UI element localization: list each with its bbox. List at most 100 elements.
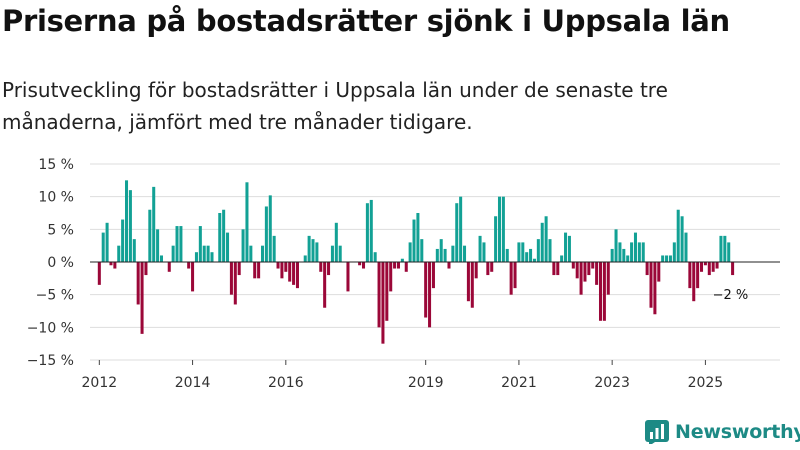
bar-2013-07 (167, 262, 171, 272)
bar-2022-12 (606, 262, 610, 295)
bar-2014-11 (229, 262, 233, 295)
y-tick-label: 5 % (47, 222, 74, 238)
bar-2019-05 (439, 239, 443, 262)
bar-2021-12 (560, 255, 564, 262)
bar-2012-05 (113, 262, 117, 269)
bar-2017-12 (373, 252, 377, 262)
gridlines (90, 163, 780, 361)
bar-2014-04 (202, 245, 206, 262)
last-value-label: −2 % (713, 288, 749, 303)
bar-2013-09 (175, 226, 179, 262)
bar-2021-09 (548, 239, 552, 262)
bar-2024-05 (672, 242, 676, 262)
bar-2024-04 (668, 255, 672, 262)
bar-2016-12 (327, 262, 331, 276)
bar-2016-09 (315, 242, 319, 262)
bar-2013-04 (156, 229, 160, 262)
bar-2020-12 (513, 262, 517, 289)
bar-2015-07 (260, 245, 265, 262)
bar-2021-10 (552, 262, 556, 276)
bar-chart-logo-icon (645, 420, 669, 444)
bar-2013-03 (152, 186, 156, 262)
bar-2018-09 (408, 242, 412, 262)
y-tick-label: −10 % (27, 320, 74, 336)
bar-2018-02 (381, 262, 385, 344)
bar-2023-06 (630, 242, 634, 262)
chart-subtitle: Prisutveckling för bostadsrätter i Uppsa… (2, 78, 668, 134)
bar-2022-10 (598, 262, 603, 321)
y-tick-label: 0 % (47, 255, 74, 271)
bar-2019-08 (451, 245, 455, 262)
bar-2015-12 (280, 262, 284, 279)
bar-2019-06 (443, 248, 447, 262)
bar-2015-02 (241, 229, 245, 262)
bar-2012-02 (101, 232, 105, 262)
bar-2015-04 (249, 245, 253, 262)
bar-2021-02 (521, 242, 525, 262)
bar-2015-05 (253, 262, 257, 279)
bar-2023-02 (614, 229, 618, 262)
bar-2023-09 (641, 242, 645, 262)
bar-2020-09 (501, 196, 505, 262)
bar-2020-10 (505, 248, 509, 262)
bar-2022-05 (579, 262, 583, 295)
bar-2019-04 (435, 248, 439, 262)
bar-2022-04 (575, 262, 579, 279)
bar-2012-07 (121, 219, 125, 262)
bar-2025-02 (707, 262, 711, 276)
newsworthy-brand: Newsworthy (645, 420, 800, 444)
bar-2013-02 (148, 209, 152, 262)
bar-2016-04 (295, 262, 299, 289)
bar-2024-07 (680, 216, 684, 262)
bar-2020-03 (478, 235, 482, 262)
bar-2024-08 (684, 232, 688, 262)
chart-title: Priserna på bostadsrätter sjönk i Uppsal… (2, 4, 730, 38)
bar-2012-06 (117, 245, 121, 262)
bar-2019-03 (431, 262, 435, 289)
bar-2018-10 (412, 219, 416, 262)
bar-2012-11 (136, 262, 140, 305)
bar-2022-01 (564, 232, 568, 262)
bar-2020-07 (494, 216, 498, 262)
bar-2013-01 (144, 262, 148, 276)
x-tick-label: 2023 (594, 375, 630, 391)
bar-2019-12 (466, 262, 470, 302)
bar-2015-01 (237, 262, 241, 276)
y-tick-label: −5 % (36, 288, 74, 304)
y-tick-label: 10 % (38, 190, 74, 206)
bar-2017-09 (361, 262, 366, 269)
x-tick-label: 2014 (175, 375, 211, 391)
bar-2024-10 (692, 262, 696, 302)
bar-2012-03 (105, 222, 109, 262)
bar-2017-05 (346, 262, 350, 292)
bar-2017-01 (330, 245, 334, 262)
x-axis: 2012 2014 2016 2019 2021 2023 2025 (82, 360, 723, 391)
bar-2019-10 (459, 196, 463, 262)
bar-2025-01 (703, 262, 707, 266)
y-tick-label: 15 % (38, 157, 74, 173)
bar-2022-09 (595, 262, 599, 285)
bar-2018-12 (420, 239, 424, 262)
bar-2017-08 (358, 262, 362, 266)
bar-2016-06 (303, 255, 307, 262)
bar-2017-02 (334, 222, 338, 262)
bar-2021-06 (536, 239, 540, 262)
bar-2014-06 (210, 252, 214, 262)
bar-2023-05 (626, 255, 630, 262)
bar-2020-04 (482, 242, 486, 262)
bar-2012-08 (125, 180, 129, 262)
bar-2021-01 (517, 242, 521, 262)
bar-2023-08 (637, 242, 641, 262)
bar-2020-11 (509, 262, 513, 295)
x-tick-label: 2019 (408, 375, 444, 391)
bar-2014-09 (222, 209, 226, 262)
bar-2017-03 (338, 245, 342, 262)
bar-2024-09 (688, 262, 692, 289)
bar-2025-07 (727, 242, 731, 262)
bar-2014-02 (194, 252, 198, 262)
bar-2021-08 (544, 216, 548, 262)
y-tick-label: −15 % (27, 353, 74, 369)
bar-2012-09 (128, 190, 132, 262)
bar-2025-05 (719, 235, 723, 262)
bar-2023-11 (649, 262, 653, 308)
